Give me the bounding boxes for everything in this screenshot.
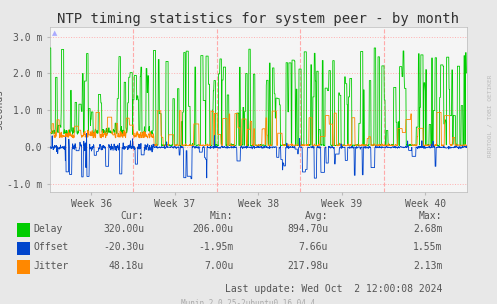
Text: ▲: ▲ <box>52 31 57 36</box>
Text: Avg:: Avg: <box>305 211 328 221</box>
Text: Offset: Offset <box>34 242 69 252</box>
Text: RRDTOOL / TOBI OETIKER: RRDTOOL / TOBI OETIKER <box>487 74 492 157</box>
Text: Delay: Delay <box>34 224 63 234</box>
Text: 206.00u: 206.00u <box>192 224 234 234</box>
Text: 2.68m: 2.68m <box>413 224 442 234</box>
Text: Last update: Wed Oct  2 12:00:08 2024: Last update: Wed Oct 2 12:00:08 2024 <box>225 284 442 294</box>
Text: 320.00u: 320.00u <box>103 224 144 234</box>
Text: 894.70u: 894.70u <box>287 224 328 234</box>
Text: -20.30u: -20.30u <box>103 242 144 252</box>
Text: 1.55m: 1.55m <box>413 242 442 252</box>
Text: Max:: Max: <box>419 211 442 221</box>
Text: 7.66u: 7.66u <box>299 242 328 252</box>
Text: 48.18u: 48.18u <box>109 261 144 271</box>
Title: NTP timing statistics for system peer - by month: NTP timing statistics for system peer - … <box>58 12 459 26</box>
Text: 7.00u: 7.00u <box>204 261 234 271</box>
Text: Munin 2.0.25-2ubuntu0.16.04.4: Munin 2.0.25-2ubuntu0.16.04.4 <box>181 299 316 304</box>
Text: Jitter: Jitter <box>34 261 69 271</box>
Text: 2.13m: 2.13m <box>413 261 442 271</box>
Text: Cur:: Cur: <box>121 211 144 221</box>
Y-axis label: seconds: seconds <box>0 89 4 130</box>
Text: -1.95m: -1.95m <box>198 242 234 252</box>
Text: 217.98u: 217.98u <box>287 261 328 271</box>
Text: Min:: Min: <box>210 211 234 221</box>
